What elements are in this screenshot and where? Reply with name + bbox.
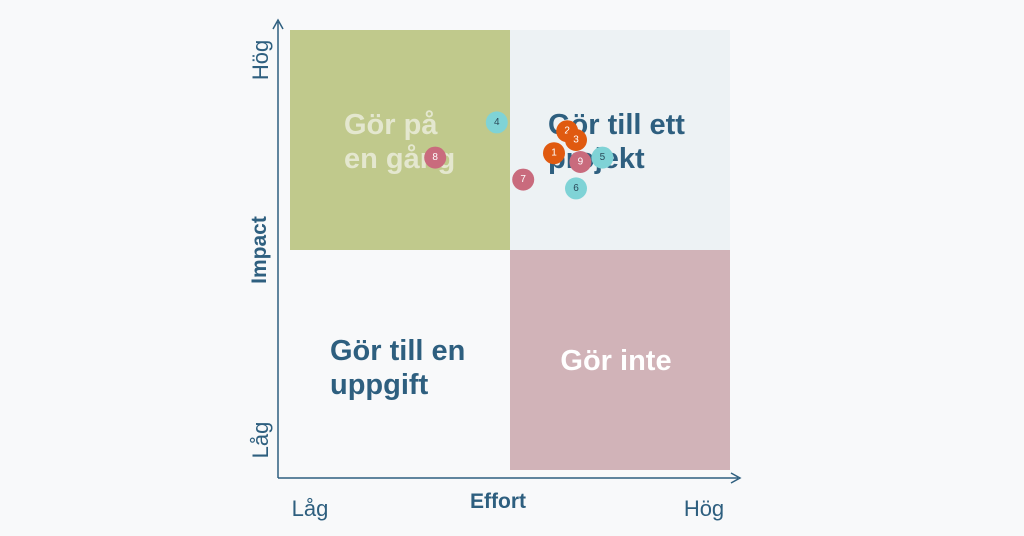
- data-point-marker: [543, 142, 565, 165]
- quadrant-top-left: [290, 30, 510, 250]
- quadrant-top-right: [510, 30, 730, 250]
- data-point-label: 7: [520, 174, 526, 185]
- quadrant-label-bottom-right: Gör inte: [560, 345, 671, 377]
- data-point-marker: [485, 111, 508, 134]
- y-tick-high: Hög: [248, 40, 273, 80]
- data-point-label: 2: [564, 126, 570, 137]
- x-tick-low: Låg: [292, 496, 329, 521]
- data-point-9: 9: [569, 151, 592, 173]
- data-point-label: 8: [432, 152, 438, 163]
- quadrant-label-bottom-left: Gör till en uppgift: [330, 335, 473, 401]
- y-axis-arrow: [272, 18, 284, 30]
- x-axis-label: Effort: [470, 490, 526, 513]
- quadrant-bottom-left: [290, 250, 510, 470]
- data-point-1: 1: [543, 142, 565, 165]
- data-point-label: 3: [573, 135, 579, 146]
- data-point-8: 8: [424, 146, 447, 169]
- data-point-label: 9: [578, 157, 584, 168]
- data-point-label: 4: [494, 117, 500, 128]
- data-point-marker: [424, 146, 447, 169]
- data-point-marker: [565, 129, 587, 151]
- data-point-label: 6: [573, 183, 579, 194]
- data-point-marker: [569, 151, 592, 173]
- data-point-5: 5: [591, 146, 614, 169]
- data-point-marker: [512, 168, 535, 191]
- x-tick-high: Hög: [684, 496, 724, 521]
- y-tick-low: Låg: [248, 422, 273, 459]
- data-points: 4 8 7 23 1 5 9 6: [424, 111, 614, 200]
- data-point-label: 5: [600, 152, 606, 163]
- data-point-6: 6: [565, 177, 587, 200]
- data-point-label: 1: [551, 148, 557, 159]
- data-point-marker: [591, 146, 614, 169]
- data-point-marker: [565, 177, 587, 200]
- data-point-7: 7: [512, 168, 535, 191]
- y-axis-label: Impact: [248, 216, 271, 284]
- data-point-3: 3: [565, 129, 587, 151]
- quadrant-bottom-right: [510, 250, 730, 470]
- x-axis-arrow: [730, 472, 742, 484]
- data-point-4: 4: [485, 111, 508, 134]
